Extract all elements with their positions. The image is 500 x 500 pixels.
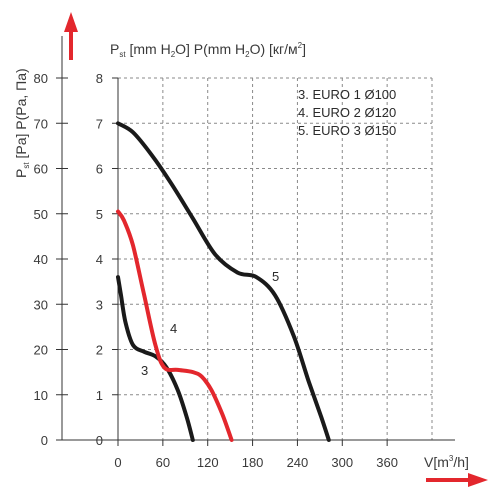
- x-axis-label: V[m3/h]: [424, 454, 469, 470]
- outer-y-tick-label: 40: [34, 252, 48, 267]
- inner-y-tick-label: 8: [96, 71, 103, 86]
- axes: [56, 12, 488, 487]
- inner-y-tick-label: 4: [96, 252, 103, 267]
- curve-3: [116, 275, 195, 442]
- outer-y-tick-label: 60: [34, 162, 48, 177]
- inner-y-tick-label: 2: [96, 343, 103, 358]
- inner-y-tick-label: 6: [96, 162, 103, 177]
- inner-y-tick-label: 3: [96, 297, 103, 312]
- x-tick-label: 300: [331, 455, 353, 470]
- legend-entry: 4. EURO 2 Ø120: [298, 105, 396, 120]
- outer-y-tick-label: 20: [34, 343, 48, 358]
- inner-y-tick-label: 1: [96, 388, 103, 403]
- outer-y-tick-label: 10: [34, 388, 48, 403]
- y-axis-inner-label: Pst [mm H2O] P(mm H2O) [кг/м2]: [110, 41, 306, 59]
- curve-label-4: 4: [170, 321, 177, 336]
- y-axis-outer-label: Pst [Pa] P(Pa, Па): [13, 68, 31, 178]
- curve-5: [116, 121, 331, 442]
- inner-y-tick-label: 5: [96, 207, 103, 222]
- outer-y-tick-label: 50: [34, 207, 48, 222]
- legend: 3. EURO 1 Ø100 4. EURO 2 Ø120 5. EURO 3 …: [298, 87, 396, 138]
- x-tick-label: 360: [376, 455, 398, 470]
- outer-y-tick-label: 30: [34, 297, 48, 312]
- grid: [118, 77, 433, 440]
- inner-y-tick-label: 0: [96, 433, 103, 448]
- x-tick-label: 60: [156, 455, 170, 470]
- x-tick-label: 0: [114, 455, 121, 470]
- curve-label-3: 3: [141, 363, 148, 378]
- curve-label-5: 5: [272, 269, 279, 284]
- legend-entry: 3. EURO 1 Ø100: [298, 87, 396, 102]
- x-tick-label: 180: [242, 455, 264, 470]
- y-axis-arrow-head: [64, 12, 78, 32]
- curve-4: [116, 209, 234, 442]
- x-axis-arrow-head: [468, 473, 488, 487]
- outer-y-tick-label: 70: [34, 116, 48, 131]
- outer-y-tick-label: 80: [34, 71, 48, 86]
- x-tick-label: 240: [287, 455, 309, 470]
- x-tick-label: 120: [197, 455, 219, 470]
- curves: [116, 121, 331, 442]
- legend-entry: 5. EURO 3 Ø150: [298, 123, 396, 138]
- inner-y-tick-label: 7: [96, 116, 103, 131]
- outer-y-tick-label: 0: [41, 433, 48, 448]
